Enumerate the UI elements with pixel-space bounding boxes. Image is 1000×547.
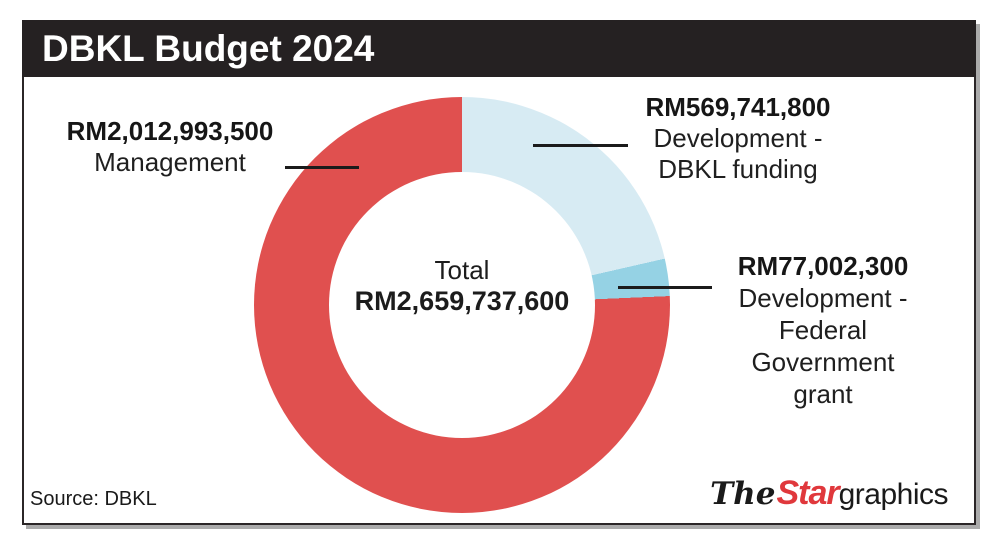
callout-federal-grant: RM77,002,300 Development - Federal Gover… <box>712 250 934 410</box>
star-graphics-logo: The Star graphics <box>710 474 948 513</box>
leader-line-management <box>285 166 359 169</box>
logo-star: Star <box>776 474 839 512</box>
leader-line-federal-grant <box>618 286 712 289</box>
dbkl-funding-category-line2: DBKL funding <box>658 154 818 184</box>
page-title: DBKL Budget 2024 <box>42 27 375 69</box>
infographic-card: DBKL Budget 2024 Total RM2,659,737,600 R… <box>22 20 976 525</box>
federal-grant-category-line1: Development - <box>738 283 908 313</box>
management-category: Management <box>94 147 246 177</box>
donut-chart <box>254 97 670 513</box>
federal-grant-category-line3: Government <box>751 347 895 377</box>
callout-dbkl-funding: RM569,741,800 Development - DBKL funding <box>624 92 852 185</box>
header-bar: DBKL Budget 2024 <box>22 20 976 77</box>
management-amount: RM2,012,993,500 <box>66 116 274 146</box>
dbkl-funding-amount: RM569,741,800 <box>645 92 831 122</box>
federal-grant-category-line4: grant <box>793 379 853 409</box>
donut-center-total: Total RM2,659,737,600 <box>312 255 612 317</box>
donut-hole <box>329 172 595 438</box>
leader-line-dbkl-funding <box>533 144 628 147</box>
total-value: RM2,659,737,600 <box>354 286 570 316</box>
callout-management: RM2,012,993,500 Management <box>32 116 308 178</box>
logo-the: The <box>710 476 776 512</box>
federal-grant-category-line2: Federal <box>778 315 868 345</box>
logo-graphics: graphics <box>838 478 949 511</box>
source-text: Source: DBKL <box>30 488 157 510</box>
total-label: Total <box>434 255 490 285</box>
federal-grant-amount: RM77,002,300 <box>737 251 909 281</box>
dbkl-funding-category-line1: Development - <box>653 123 823 153</box>
